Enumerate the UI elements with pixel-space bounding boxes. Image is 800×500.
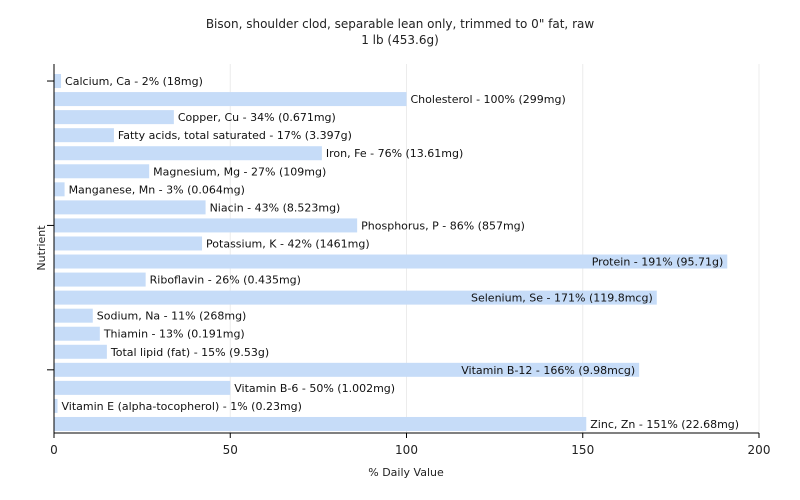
bar <box>54 362 640 377</box>
bar-label: Niacin - 43% (8.523mg) <box>210 201 341 214</box>
bar-label: Calcium, Ca - 2% (18mg) <box>65 75 203 88</box>
x-tick-label: 150 <box>571 443 594 457</box>
bar-label: Cholesterol - 100% (299mg) <box>411 93 566 106</box>
bar <box>54 92 407 107</box>
bar-label: Phosphorus, P - 86% (857mg) <box>361 219 525 232</box>
bar <box>54 326 100 341</box>
bar-label: Thiamin - 13% (0.191mg) <box>103 328 245 341</box>
bar <box>54 254 728 269</box>
x-axis-title: % Daily Value <box>368 466 444 479</box>
bar <box>54 164 150 179</box>
bar-label: Selenium, Se - 171% (119.8mcg) <box>471 292 653 305</box>
bar <box>54 344 107 359</box>
x-tick-label: 200 <box>748 443 771 457</box>
x-tick-label: 100 <box>395 443 418 457</box>
x-tick-label: 50 <box>223 443 238 457</box>
bar-label: Vitamin B-6 - 50% (1.002mg) <box>234 382 395 395</box>
x-tick-label: 0 <box>50 443 58 457</box>
axes: 0 50 100 150 200 <box>47 64 770 457</box>
bar <box>54 416 587 431</box>
bar-labels: Calcium, Ca - 2% (18mg) Cholesterol - 100… <box>62 75 740 431</box>
bar-label: Protein - 191% (95.71g) <box>592 256 724 269</box>
bar-label: Zinc, Zn - 151% (22.68mg) <box>590 418 739 431</box>
bar-label: Manganese, Mn - 3% (0.064mg) <box>69 183 245 196</box>
y-axis-title: Nutrient <box>35 225 48 271</box>
bar <box>54 290 657 305</box>
bar-label: Fatty acids, total saturated - 17% (3.39… <box>118 129 352 142</box>
bar-label: Sodium, Na - 11% (268mg) <box>97 310 247 323</box>
bar-label: Potassium, K - 42% (1461mg) <box>206 237 370 250</box>
bar <box>54 218 358 233</box>
chart-subtitle: 1 lb (453.6g) <box>361 33 439 47</box>
bar <box>54 398 58 413</box>
bar <box>54 308 93 323</box>
bar <box>54 74 62 89</box>
bar <box>54 182 65 197</box>
bar-label: Vitamin E (alpha-tocopherol) - 1% (0.23m… <box>62 400 302 413</box>
bar-label: Magnesium, Mg - 27% (109mg) <box>153 165 326 178</box>
chart-title: Bison, shoulder clod, separable lean onl… <box>206 17 595 31</box>
bar-label: Copper, Cu - 34% (0.671mg) <box>178 111 336 124</box>
bar-label: Riboflavin - 26% (0.435mg) <box>150 274 301 287</box>
bar <box>54 128 114 143</box>
bar <box>54 110 174 125</box>
bar <box>54 380 231 395</box>
bar <box>54 272 146 287</box>
bars <box>54 74 728 431</box>
bar-label: Iron, Fe - 76% (13.61mg) <box>326 147 463 160</box>
bar-label: Vitamin B-12 - 166% (9.98mcg) <box>461 364 635 377</box>
bar <box>54 200 206 215</box>
bar <box>54 236 203 251</box>
bar-label: Total lipid (fat) - 15% (9.53g) <box>110 346 269 359</box>
bar <box>54 146 322 161</box>
